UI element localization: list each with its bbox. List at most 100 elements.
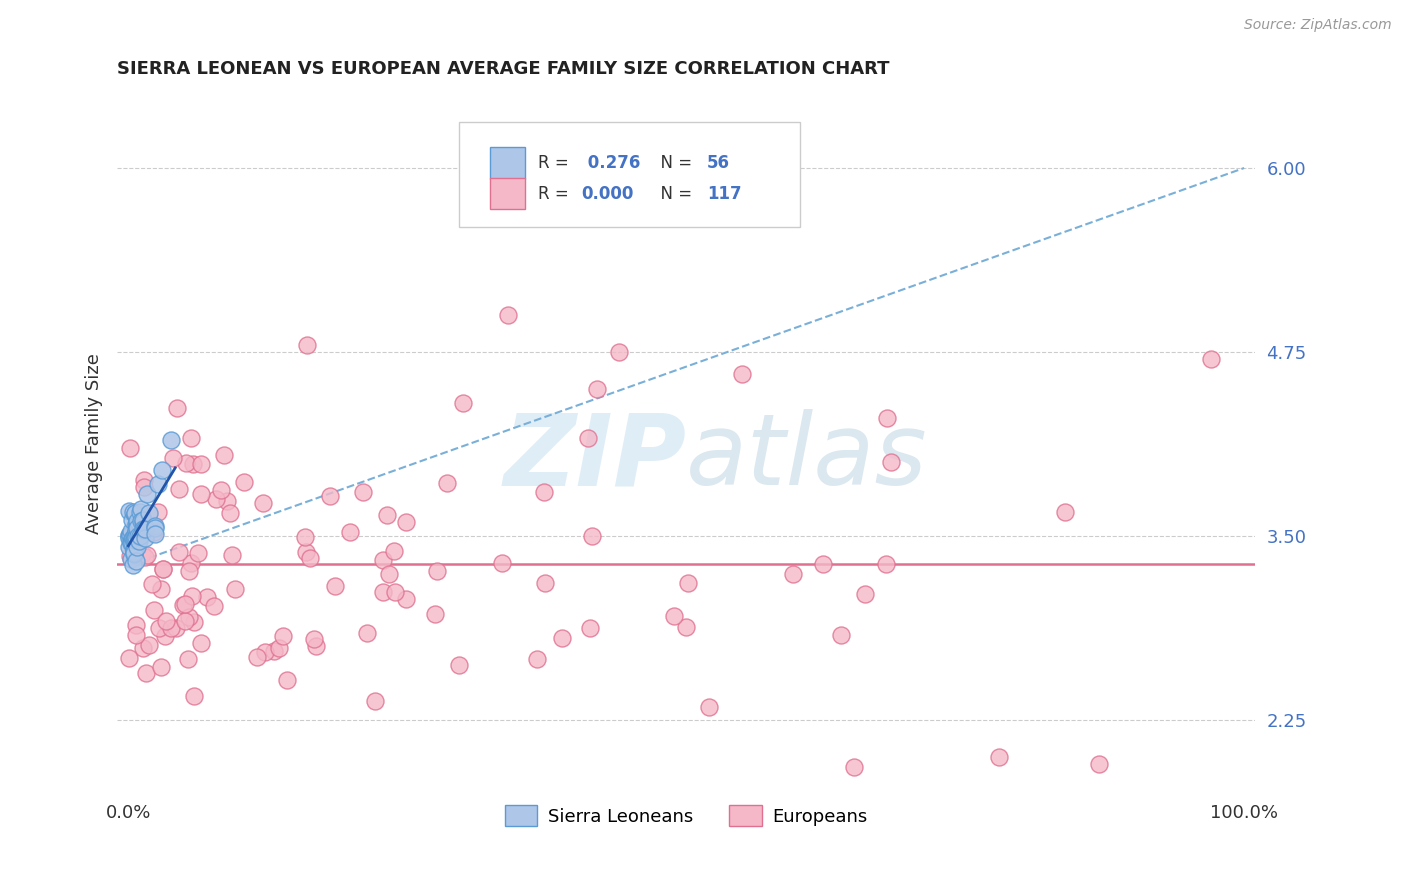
Point bbox=[118, 528, 141, 542]
Point bbox=[676, 575, 699, 590]
Point bbox=[120, 552, 142, 566]
Point bbox=[129, 501, 152, 516]
Point bbox=[121, 536, 143, 550]
Point bbox=[124, 507, 146, 521]
Point bbox=[167, 482, 190, 496]
Point bbox=[167, 545, 190, 559]
Point bbox=[153, 629, 176, 643]
Point bbox=[127, 541, 149, 555]
Point bbox=[132, 523, 155, 537]
Point bbox=[187, 546, 209, 560]
Point bbox=[276, 673, 298, 687]
Point bbox=[141, 577, 163, 591]
Point bbox=[675, 620, 697, 634]
Point bbox=[122, 547, 145, 561]
Point bbox=[160, 434, 183, 448]
Point bbox=[120, 549, 142, 564]
Point bbox=[371, 584, 394, 599]
Point bbox=[271, 630, 294, 644]
Point bbox=[150, 463, 173, 477]
Point bbox=[491, 556, 513, 570]
Point bbox=[447, 657, 470, 672]
Point bbox=[124, 507, 146, 521]
Point bbox=[124, 533, 146, 547]
Point bbox=[121, 532, 143, 546]
Point bbox=[987, 749, 1010, 764]
Point bbox=[254, 645, 277, 659]
Point bbox=[302, 632, 325, 647]
Point bbox=[205, 491, 228, 506]
Point bbox=[395, 515, 418, 529]
Point bbox=[267, 641, 290, 656]
Point bbox=[136, 548, 159, 562]
Point bbox=[125, 531, 148, 545]
Point bbox=[202, 599, 225, 613]
Point bbox=[875, 557, 897, 571]
Point bbox=[143, 602, 166, 616]
Point bbox=[378, 567, 401, 582]
Text: 56: 56 bbox=[707, 154, 730, 172]
Point bbox=[120, 533, 142, 548]
Y-axis label: Average Family Size: Average Family Size bbox=[86, 353, 103, 534]
Point bbox=[120, 524, 142, 538]
Point bbox=[375, 508, 398, 522]
FancyBboxPatch shape bbox=[491, 178, 524, 210]
Point bbox=[190, 486, 212, 500]
Point bbox=[131, 515, 153, 529]
Point bbox=[148, 621, 170, 635]
Point bbox=[364, 694, 387, 708]
Point bbox=[830, 628, 852, 642]
FancyBboxPatch shape bbox=[458, 122, 800, 227]
Point bbox=[382, 544, 405, 558]
Point bbox=[124, 617, 146, 632]
Point bbox=[177, 565, 200, 579]
Point bbox=[124, 533, 146, 548]
Text: atlas: atlas bbox=[686, 409, 928, 507]
Point bbox=[162, 451, 184, 466]
Text: 0.000: 0.000 bbox=[582, 185, 634, 202]
Point bbox=[423, 607, 446, 622]
Point bbox=[124, 526, 146, 541]
Point bbox=[436, 476, 458, 491]
Point bbox=[172, 598, 194, 612]
Point bbox=[125, 514, 148, 528]
FancyBboxPatch shape bbox=[491, 147, 524, 178]
Point bbox=[180, 556, 202, 570]
Point bbox=[135, 666, 157, 681]
Point bbox=[135, 487, 157, 501]
Point bbox=[177, 610, 200, 624]
Point bbox=[125, 628, 148, 642]
Point bbox=[122, 531, 145, 545]
Point bbox=[352, 485, 374, 500]
Point bbox=[120, 441, 142, 455]
Point bbox=[180, 589, 202, 603]
Point bbox=[295, 337, 318, 351]
Point bbox=[124, 531, 146, 545]
Text: 0.276: 0.276 bbox=[582, 154, 640, 172]
Point bbox=[134, 531, 156, 545]
Point bbox=[125, 517, 148, 532]
Text: 117: 117 bbox=[707, 185, 741, 202]
Point bbox=[395, 592, 418, 607]
Point bbox=[118, 528, 141, 542]
Point bbox=[356, 626, 378, 640]
Point bbox=[579, 621, 602, 635]
Point bbox=[118, 540, 141, 554]
Point bbox=[152, 561, 174, 575]
Point bbox=[180, 431, 202, 445]
Point bbox=[731, 367, 754, 381]
Point bbox=[1088, 756, 1111, 771]
Point bbox=[143, 519, 166, 533]
Point bbox=[122, 542, 145, 557]
Point bbox=[150, 582, 173, 597]
Point bbox=[183, 458, 205, 472]
Point bbox=[121, 513, 143, 527]
Point bbox=[305, 639, 328, 653]
Point bbox=[160, 621, 183, 635]
Point bbox=[221, 548, 243, 562]
Point bbox=[124, 523, 146, 537]
Point bbox=[212, 449, 235, 463]
Point bbox=[371, 553, 394, 567]
Point bbox=[122, 504, 145, 518]
Point bbox=[190, 636, 212, 650]
